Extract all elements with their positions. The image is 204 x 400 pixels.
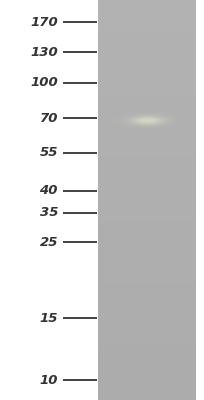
Text: 40: 40 — [40, 184, 58, 198]
Text: 170: 170 — [30, 16, 58, 28]
Text: 130: 130 — [30, 46, 58, 58]
Text: 55: 55 — [40, 146, 58, 160]
Text: 35: 35 — [40, 206, 58, 220]
Text: 70: 70 — [40, 112, 58, 124]
Text: 15: 15 — [40, 312, 58, 324]
Text: 25: 25 — [40, 236, 58, 248]
Text: 100: 100 — [30, 76, 58, 90]
Text: 10: 10 — [40, 374, 58, 386]
